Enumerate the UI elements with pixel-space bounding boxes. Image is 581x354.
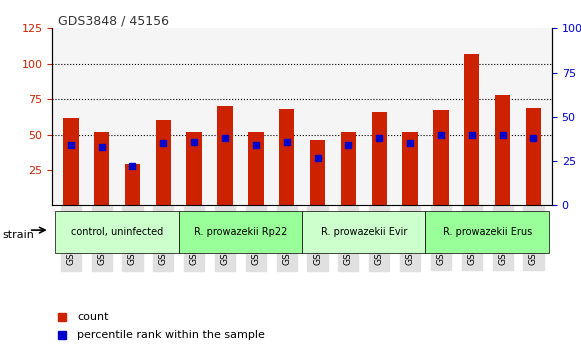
Text: R. prowazekii Rp22: R. prowazekii Rp22	[193, 227, 287, 237]
Bar	[125, 164, 140, 205]
FancyBboxPatch shape	[425, 211, 549, 253]
Bar	[279, 109, 295, 205]
Text: control, uninfected: control, uninfected	[71, 227, 163, 237]
Bar	[156, 120, 171, 205]
Bar	[94, 132, 109, 205]
Text: percentile rank within the sample: percentile rank within the sample	[77, 330, 265, 341]
FancyBboxPatch shape	[179, 211, 302, 253]
Bar	[310, 140, 325, 205]
Bar	[403, 132, 418, 205]
Text: R. prowazekii Erus: R. prowazekii Erus	[443, 227, 532, 237]
FancyBboxPatch shape	[302, 211, 425, 253]
Bar	[248, 132, 264, 205]
Bar	[371, 112, 387, 205]
Text: strain: strain	[3, 230, 35, 240]
Bar	[526, 108, 541, 205]
Bar	[63, 118, 78, 205]
Bar	[217, 106, 233, 205]
Bar	[340, 132, 356, 205]
Text: count: count	[77, 312, 109, 322]
Bar	[495, 95, 510, 205]
FancyBboxPatch shape	[55, 211, 179, 253]
Bar	[464, 54, 479, 205]
Bar	[187, 132, 202, 205]
Bar	[433, 110, 449, 205]
Text: R. prowazekii Evir: R. prowazekii Evir	[321, 227, 407, 237]
Text: GDS3848 / 45156: GDS3848 / 45156	[58, 14, 169, 27]
